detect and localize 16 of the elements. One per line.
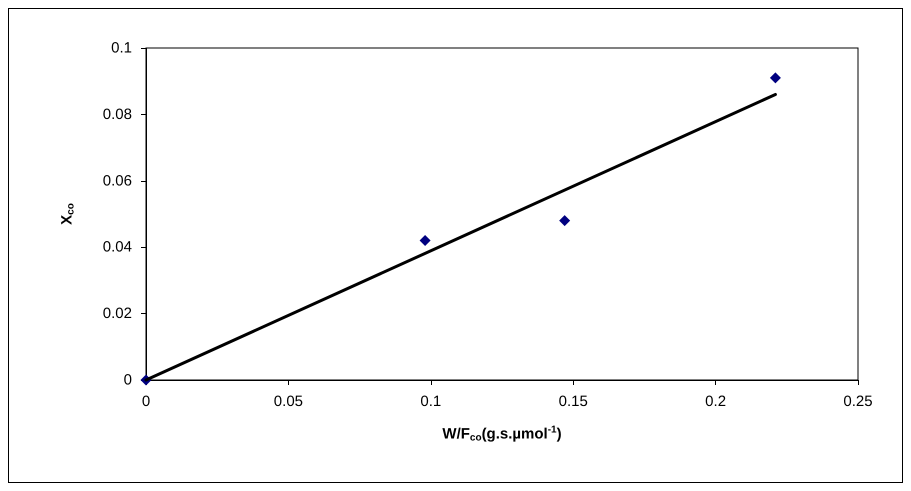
y-axis-title: Xco: [58, 203, 76, 225]
x-tick-label: 0.1: [420, 393, 442, 410]
y-tick-label: 0.1: [111, 40, 132, 56]
x-tick-label: 0.25: [843, 393, 873, 410]
y-tick-label: 0.08: [102, 106, 132, 123]
point: [559, 215, 570, 226]
x-tick-label: 0.2: [705, 393, 726, 410]
x-tick-label: 0.05: [274, 393, 303, 410]
point: [420, 235, 431, 246]
x-tick-label: 0: [142, 393, 150, 410]
y-tick-label: 0.02: [102, 305, 132, 322]
y-tick-label: 0.06: [102, 172, 132, 190]
point: [770, 72, 781, 84]
x-tick-label: 0.15: [558, 393, 588, 410]
y-tick-label: 0: [124, 372, 132, 388]
y-tick-label: 0.04: [102, 238, 132, 256]
